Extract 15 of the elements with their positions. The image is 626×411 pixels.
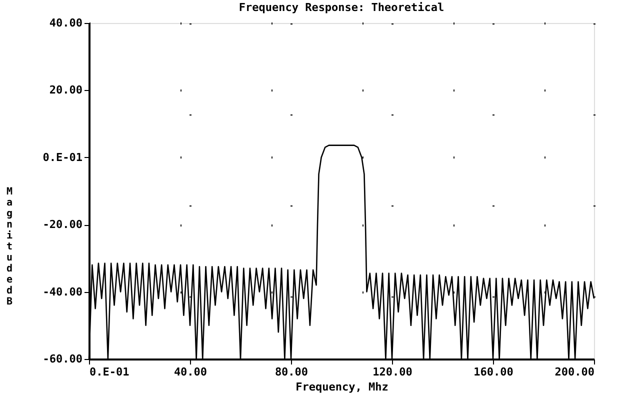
y-tick-label: -40.00 [42,285,82,298]
x-tick-label: 120.00 [372,366,412,378]
chart-title: Frequency Response: Theoretical [238,1,444,14]
x-tick-label: 160.00 [474,366,514,378]
y-tick-label: -60.00 [42,352,82,366]
y-tick-label: 0.E-01 [42,150,83,164]
x-tick-label: 0.E-01 [90,366,130,378]
y-tick-label: -20.00 [42,218,82,232]
x-tick-label: 80.00 [274,366,308,378]
text: Magnitude dB [6,186,13,308]
x-tick-label: 200.00 [554,366,594,378]
x-axis-title: Frequency, Mhz [296,380,388,394]
y-tick-label: 20.00 [49,84,82,97]
x-tick-label: 40.00 [174,366,208,378]
y-tick-label: 40.00 [49,16,82,30]
